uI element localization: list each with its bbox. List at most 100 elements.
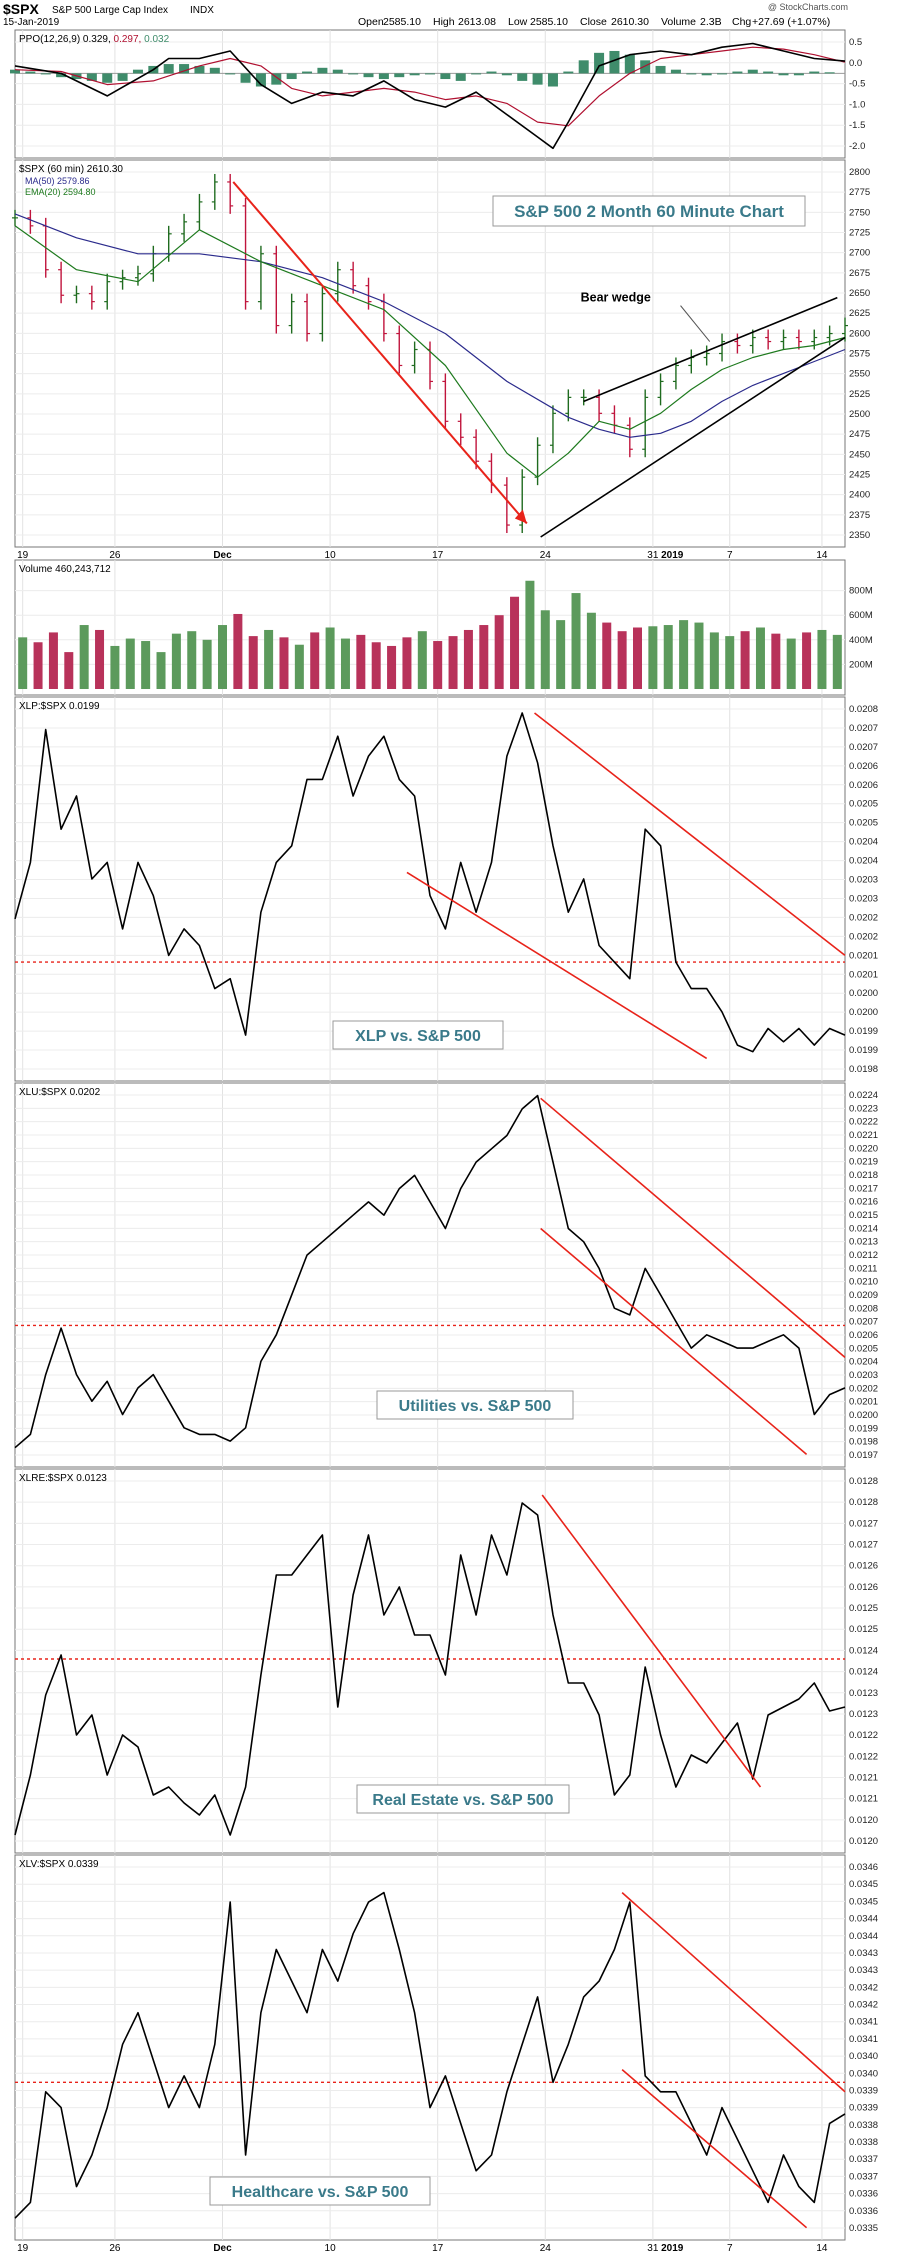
y-tick-label: 0.0343 [849, 1948, 878, 1959]
y-tick-label: 0.0128 [849, 1497, 878, 1508]
header-exchange: INDX [190, 5, 214, 16]
trend-channel-line [534, 712, 846, 957]
volume-bar [556, 620, 566, 689]
volume-bar [202, 639, 212, 689]
panel-title: XLP vs. S&P 500 [355, 1028, 481, 1045]
y-tick-label: 0.0 [849, 58, 862, 69]
y-tick-label: 2725 [849, 228, 870, 239]
volume-bar [156, 652, 166, 689]
y-tick-label: 0.0345 [849, 1879, 878, 1890]
y-tick-label: 0.0197 [849, 1450, 878, 1461]
y-tick-label: 0.0341 [849, 2034, 878, 2045]
volume-label: Volume 460,243,712 [19, 564, 111, 575]
ema20-line [14, 225, 846, 478]
ppo-histogram-bar [25, 71, 36, 74]
header-symbol: $SPX [3, 1, 39, 17]
y-tick-label: 0.0342 [849, 1982, 878, 1993]
volume-bar [663, 625, 673, 689]
y-tick-label: 2600 [849, 328, 870, 339]
y-tick-label: 0.0203 [849, 875, 878, 886]
chart-title-box [492, 195, 806, 227]
volume-bar [633, 627, 642, 689]
chart-panels: 0.5 0.0 -0.5 -1.0 -1.5 -2.0 PPO(12,26,9) 0.329… [10, 29, 878, 2254]
y-tick-label: 0.0335 [849, 2223, 878, 2234]
ppo-histogram-bar [348, 73, 359, 75]
ppo-histogram-bar [532, 73, 543, 85]
volume-bar [264, 629, 274, 689]
y-tick-label: 0.0201 [849, 1397, 878, 1408]
y-tick-label: 0.0206 [849, 1330, 878, 1341]
ppo-histogram-bar [624, 54, 635, 74]
y-tick-label: 0.0211 [849, 1263, 877, 1274]
trend-channel-line [621, 2069, 808, 2229]
y-tick-label: 0.0202 [849, 931, 878, 942]
y-tick-label: 0.0205 [849, 818, 878, 829]
y-tick-label: 0.0126 [849, 1582, 878, 1593]
x-axis-label: 10 [325, 2243, 337, 2254]
x-axis-label: 26 [109, 2243, 121, 2254]
volume-bar [802, 632, 812, 689]
y-tick-label: 0.0203 [849, 893, 878, 904]
y-tick-label: 0.0218 [849, 1170, 878, 1181]
y-tick-label: 0.0220 [849, 1143, 878, 1154]
ppo-histogram-bar [102, 73, 113, 83]
ppo-histogram-bar [793, 73, 804, 76]
ppo-histogram-bar [332, 69, 343, 74]
ppo-histogram-bar [809, 71, 820, 74]
volume-bar [18, 637, 28, 689]
volume-bar [817, 629, 827, 689]
panel-frame [14, 559, 846, 696]
volume-bar [755, 627, 765, 689]
y-tick-label: 2800 [849, 167, 870, 178]
panel-title: Real Estate vs. S&P 500 [372, 1792, 553, 1809]
volume-bar [64, 652, 74, 689]
ppo-histogram-bar [86, 73, 97, 81]
volume-bar [33, 642, 43, 689]
panel-title: Healthcare vs. S&P 500 [232, 2184, 409, 2201]
volume-bar [417, 631, 427, 689]
ppo-histogram-bar [747, 69, 758, 74]
y-tick-label: 0.0340 [849, 2051, 878, 2062]
ppo-histogram-bar [594, 52, 605, 74]
volume-bar [602, 622, 612, 689]
bear-wedge-callout: Bear wedge [581, 291, 651, 305]
ppo-histogram-bar [763, 71, 774, 74]
ppo-histogram-bar [578, 60, 589, 74]
y-tick-label: 0.0123 [849, 1709, 878, 1720]
chart-title: S&P 500 2 Month 60 Minute Chart [514, 202, 784, 221]
y-tick-label: 0.0213 [849, 1237, 878, 1248]
ppo-histogram-bar [194, 65, 205, 74]
trend-channel-line [541, 1494, 762, 1788]
ppo-histogram-bar [286, 73, 297, 80]
ppo-histogram-bar [732, 71, 743, 74]
y-tick-label: 2500 [849, 409, 870, 420]
y-tick-label: 0.0337 [849, 2154, 878, 2165]
watermark: @ StockCharts.com [768, 2, 848, 12]
x-axis-label: 7 [727, 550, 733, 561]
y-tick-label: 0.0338 [849, 2120, 878, 2131]
x-axis-label: 31 [647, 550, 659, 561]
volume-bar [187, 631, 197, 689]
volume-bar [325, 627, 335, 689]
volume-bar [571, 593, 581, 689]
panel-spx: 2800 2775 2750 2725 2700 2675 2650 2625 2600 2575… [12, 159, 870, 561]
x-axis-label: Dec [213, 2243, 232, 2254]
volume-bar [771, 633, 781, 689]
y-tick-label: 0.0341 [849, 2017, 878, 2028]
ppo-histogram-bar [425, 73, 435, 75]
ppo-histogram-bar [471, 73, 482, 75]
ppo-histogram-bar [563, 71, 574, 74]
header-quote-open: 2585.10 [383, 16, 421, 28]
ppo-histogram-bar [609, 50, 620, 74]
x-axis-label: 17 [432, 2243, 444, 2254]
y-tick-label: 2550 [849, 369, 870, 380]
header-quote-open-label: Open [358, 16, 384, 28]
y-tick-label: 0.0201 [849, 950, 878, 961]
volume-bar [48, 632, 58, 689]
y-tick-label: 2650 [849, 288, 870, 299]
y-tick-label: 0.0204 [849, 1357, 878, 1368]
x-axis-label: 2019 [661, 550, 684, 561]
y-tick-label: 0.0127 [849, 1540, 878, 1551]
y-tick-label: 0.0215 [849, 1210, 878, 1221]
ppo-histogram-bar [209, 67, 220, 74]
